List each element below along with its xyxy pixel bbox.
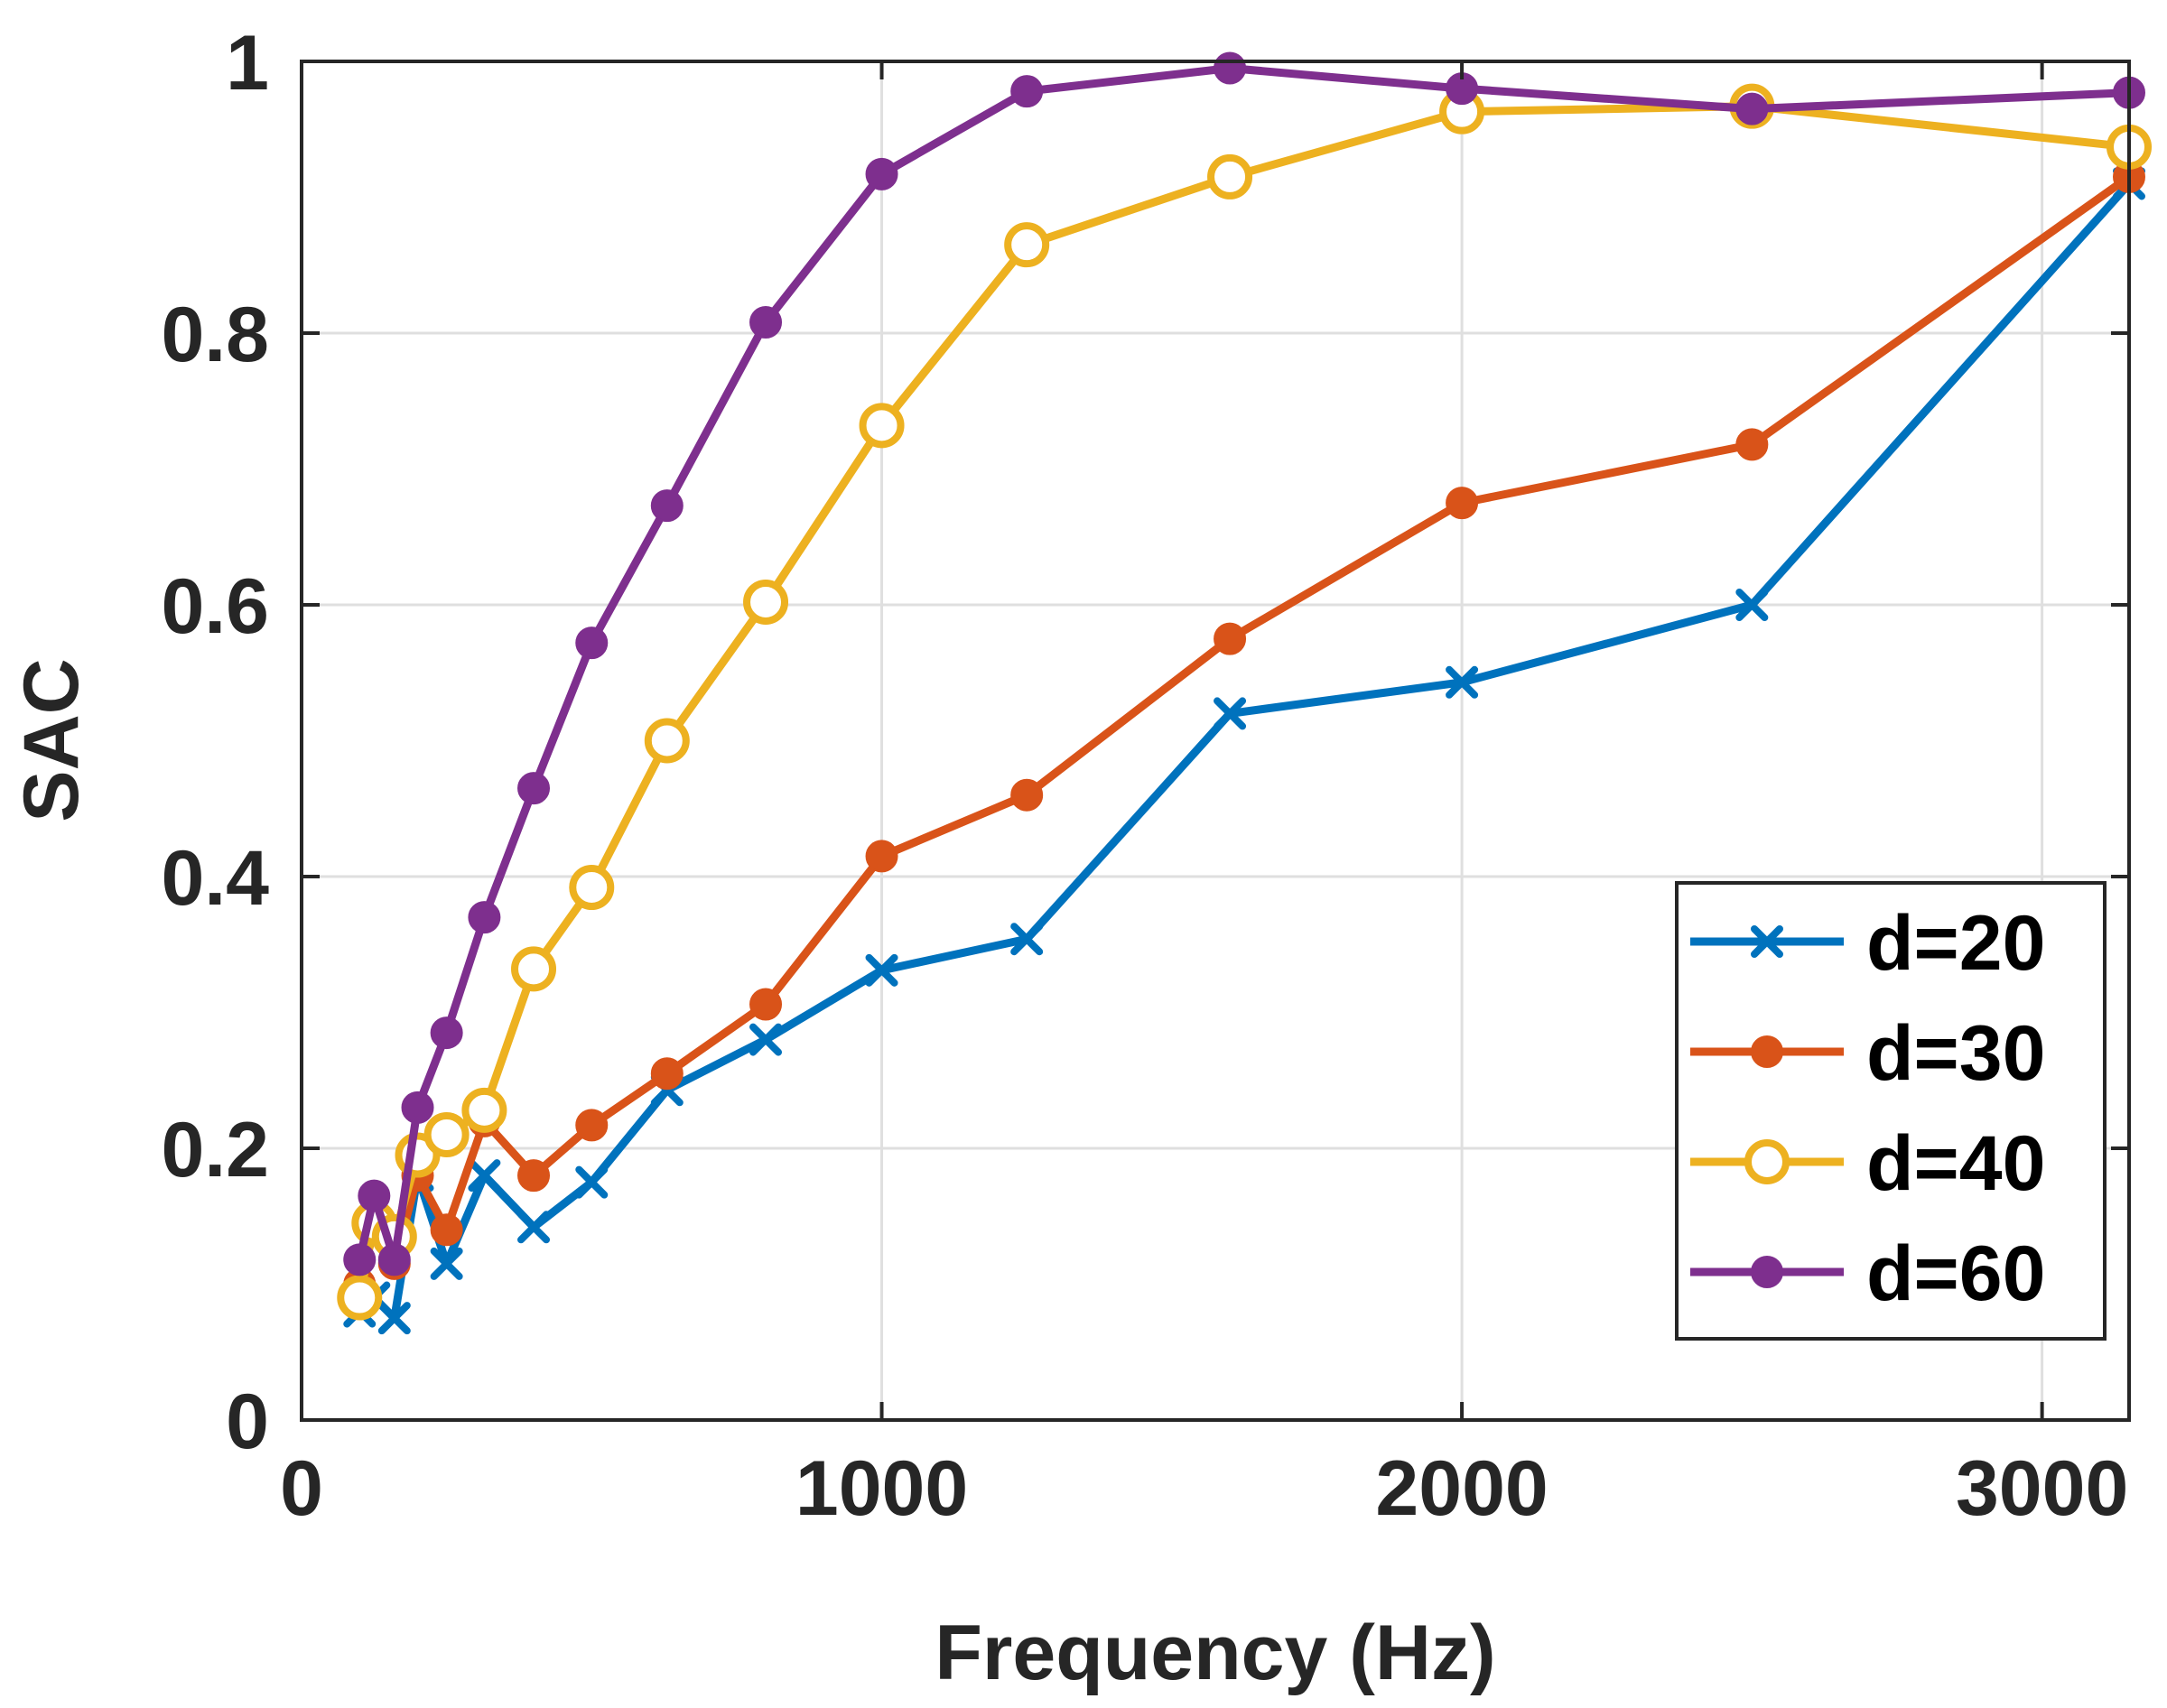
y-tick-label-3: 0.6 (161, 563, 269, 650)
legend-marker-d=20 (1751, 925, 1783, 958)
point-d=60-1250 (1010, 75, 1044, 108)
plot-frame (300, 60, 2131, 1422)
legend-box (1675, 881, 2107, 1341)
point-d=60-800 (749, 305, 783, 339)
legend-marker-d=60 (1751, 1256, 1783, 1288)
point-d=40-400 (511, 946, 557, 992)
point-d=60-500 (575, 627, 609, 660)
legend-label-d=40: d=40 (1866, 1120, 2045, 1207)
point-d=30-2500 (1735, 428, 1769, 461)
y-tick-label-0: 0 (226, 1378, 269, 1465)
point-d=60-2500 (1735, 92, 1769, 125)
legend-label-d=60: d=60 (1866, 1230, 2045, 1317)
point-d=40-100 (337, 1275, 383, 1321)
series-d=60 (343, 51, 2145, 1276)
point-d=60-200 (401, 1091, 434, 1124)
point-d=20-160 (377, 1302, 411, 1335)
x-tick-label-2: 2000 (1375, 1445, 1548, 1532)
legend-entry-d=20: d=20 (1690, 900, 2045, 987)
x-tick-label-1: 1000 (795, 1445, 968, 1532)
point-d=30-1000 (865, 840, 898, 873)
point-d=20-400 (517, 1211, 551, 1244)
point-d=30-1250 (1010, 778, 1044, 812)
point-d=30-630 (650, 1057, 684, 1091)
point-d=40-500 (569, 865, 615, 911)
series-line-d=60 (355, 64, 2134, 1264)
point-d=40-1600 (1207, 153, 1253, 200)
point-d=20-2500 (1735, 589, 1769, 621)
point-d=20-1000 (865, 953, 898, 987)
y-tick-label-1: 0.2 (161, 1107, 269, 1193)
point-d=40-250 (423, 1111, 470, 1157)
x-axis-title: Frequency (Hz) (935, 1610, 1495, 1696)
legend-entry-d=60: d=60 (1690, 1230, 2045, 1317)
point-d=20-1250 (1010, 923, 1044, 956)
point-d=40-800 (743, 579, 789, 625)
point-d=30-800 (749, 988, 783, 1021)
point-d=30-400 (517, 1159, 551, 1193)
x-tick-labels: 0 1000 2000 3000 (280, 1445, 2128, 1532)
legend: d=20 d=30 d=40 d=60 (1675, 881, 2107, 1341)
point-d=30-500 (575, 1109, 609, 1142)
point-d=60-1600 (1214, 51, 1247, 85)
legend-marker-d=40 (1744, 1139, 1790, 1184)
grid-lines (302, 61, 2129, 1420)
point-d=60-100 (343, 1243, 377, 1276)
point-d=40-630 (644, 718, 690, 764)
point-d=30-1600 (1214, 622, 1247, 655)
legend-marker-d=30 (1751, 1035, 1783, 1068)
point-d=30-250 (430, 1213, 463, 1247)
point-d=60-250 (430, 1016, 463, 1050)
point-d=40-1250 (1004, 222, 1050, 268)
series-lines (337, 51, 2152, 1335)
legend-label-d=30: d=30 (1866, 1010, 2045, 1097)
point-d=60-630 (650, 489, 684, 523)
point-d=20-1600 (1214, 697, 1247, 730)
point-d=60-1000 (865, 157, 898, 190)
axis-ticks (300, 60, 2129, 1422)
point-d=60-400 (517, 772, 551, 805)
y-tick-label-2: 0.4 (161, 835, 269, 922)
y-axis-title: SAC (8, 658, 95, 822)
y-tick-labels: 0 0.2 0.4 0.6 0.8 1 (161, 20, 269, 1465)
legend-label-d=20: d=20 (1866, 900, 2045, 987)
point-d=40-315 (461, 1087, 507, 1133)
point-d=20-2000 (1446, 665, 1479, 699)
x-tick-label-3: 3000 (1956, 1445, 2128, 1532)
point-d=60-125 (358, 1179, 391, 1212)
y-tick-label-5: 1 (226, 20, 269, 107)
point-d=60-315 (468, 901, 501, 934)
point-d=30-2000 (1446, 487, 1479, 520)
point-d=20-500 (575, 1165, 609, 1199)
point-d=40-1000 (859, 403, 905, 449)
legend-entry-d=30: d=30 (1690, 1010, 2045, 1097)
point-d=20-250 (430, 1247, 463, 1280)
point-d=20-315 (468, 1159, 501, 1193)
point-d=20-800 (749, 1023, 783, 1056)
y-tick-label-4: 0.8 (161, 292, 269, 378)
legend-entry-d=40: d=40 (1690, 1120, 2045, 1207)
point-d=60-160 (377, 1243, 411, 1276)
x-tick-label-0: 0 (280, 1445, 323, 1532)
